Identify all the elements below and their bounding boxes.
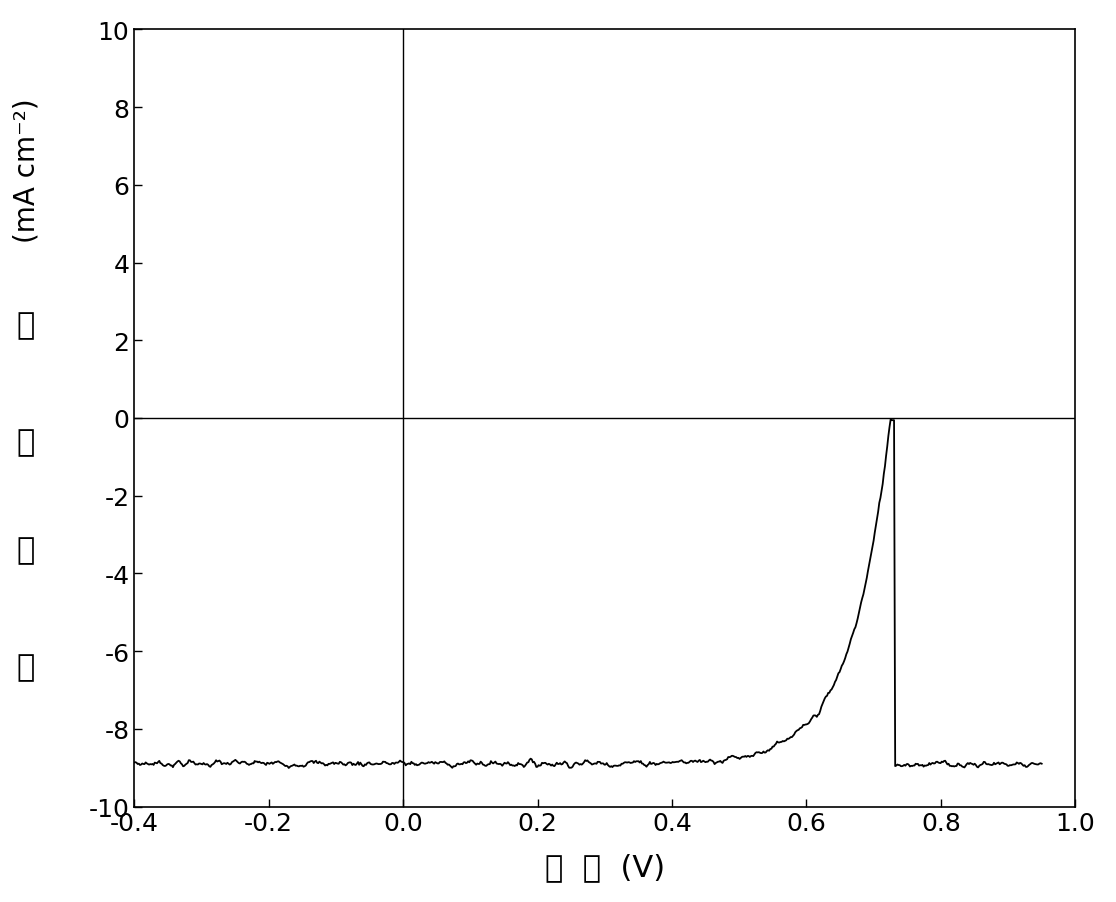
X-axis label: 电  压  (V): 电 压 (V) [545,852,665,881]
Text: (mA cm⁻²): (mA cm⁻²) [12,97,40,243]
Text: 度: 度 [17,311,36,340]
Text: 密: 密 [17,428,36,456]
Text: 电: 电 [17,652,36,682]
Text: 流: 流 [17,536,36,565]
